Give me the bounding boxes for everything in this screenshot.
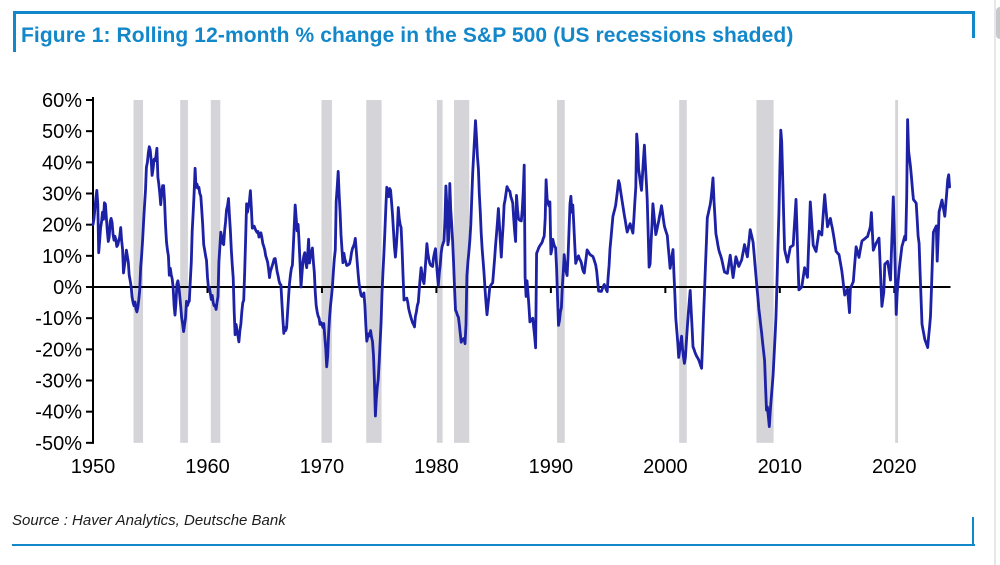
y-axis-tick-label: -40%: [35, 402, 82, 424]
figure-title: Figure 1: Rolling 12-month % change in t…: [21, 24, 794, 47]
y-axis-tick-label: 40%: [42, 152, 82, 174]
x-axis-tick-label: 1950: [71, 456, 116, 478]
y-axis-tick-label: 10%: [42, 246, 82, 268]
x-axis-tick-label: 1960: [185, 456, 230, 478]
x-axis-tick-label: 2020: [872, 456, 917, 478]
recession-band: [180, 99, 188, 443]
x-axis-tick-label: 2010: [758, 456, 803, 478]
x-axis-tick-label: 1990: [529, 456, 574, 478]
recession-band: [133, 99, 144, 443]
y-axis-tick-label: -30%: [35, 371, 82, 393]
recession-band: [321, 99, 332, 443]
y-axis-tick-label: -10%: [35, 308, 82, 330]
recession-band: [557, 99, 565, 443]
y-axis-tick-label: -50%: [35, 433, 82, 455]
recession-band: [366, 99, 382, 443]
recession-band: [756, 99, 774, 443]
figure-title-frame: Figure 1: Rolling 12-month % change in t…: [13, 11, 975, 58]
y-axis-tick-label: 20%: [42, 215, 82, 237]
source-text: Source : Haver Analytics, Deutsche Bank: [12, 512, 286, 529]
bottom-rule-right-tick: [972, 517, 974, 546]
page-edge-line: [994, 0, 996, 565]
recession-band: [454, 99, 470, 443]
recession-band: [679, 99, 687, 443]
x-axis-tick-label: 2000: [643, 456, 688, 478]
y-axis-tick-label: -20%: [35, 339, 82, 361]
x-axis-tick-label: 1970: [300, 456, 345, 478]
y-axis-tick-label: 50%: [42, 121, 82, 143]
y-axis-tick-label: 0%: [53, 277, 82, 299]
title-frame-right-tick: [972, 11, 975, 38]
bottom-rule: [12, 517, 975, 546]
y-axis-tick-label: 60%: [42, 90, 82, 112]
sp500-rolling-change-line: [91, 118, 951, 429]
scrollbar-thumb[interactable]: [996, 7, 1000, 39]
x-axis-tick-label: 1980: [414, 456, 459, 478]
y-axis-tick-label: 30%: [42, 183, 82, 205]
title-frame-left-tick: [13, 11, 16, 52]
recession-band: [210, 99, 221, 443]
